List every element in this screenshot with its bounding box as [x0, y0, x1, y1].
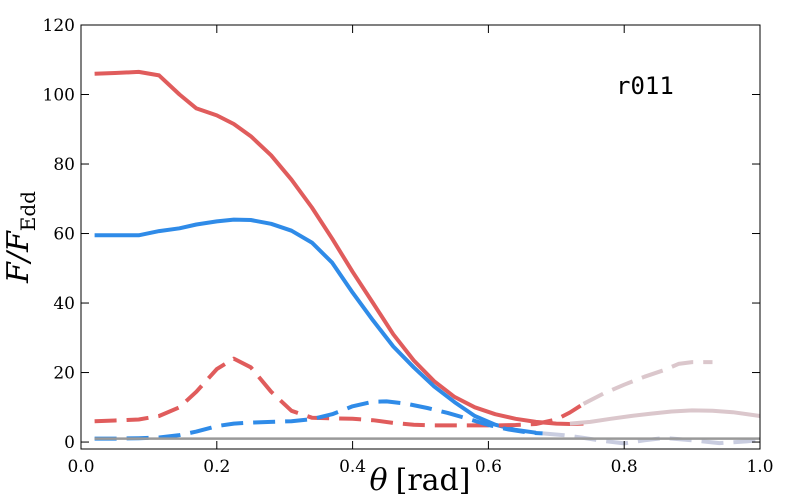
y-tick-label: 60 — [53, 225, 75, 245]
x-tick-label: 0.0 — [67, 457, 94, 477]
y-tick-label: 120 — [43, 16, 75, 36]
y-tick-label: 80 — [53, 155, 75, 175]
series-layer — [94, 69, 761, 446]
x-axis-label: θ [rad] — [370, 463, 471, 498]
y-axis-label: F/FEdd — [1, 191, 40, 284]
series-line-blue-solid — [94, 217, 537, 435]
series-line-pale-solid — [569, 408, 761, 426]
y-tick-label: 20 — [53, 364, 75, 384]
y-tick-label: 0 — [64, 433, 75, 453]
series-line-pale-blue-dashed — [542, 431, 761, 446]
series-line-blue-dashed — [94, 399, 543, 441]
series-line-pale-dashed — [582, 360, 713, 406]
x-tick-label: 0.6 — [475, 457, 502, 477]
x-axis-symbol: θ — [370, 463, 388, 498]
y-axis-subscript: Edd — [16, 191, 40, 231]
y-tick-label: 40 — [53, 294, 75, 314]
series-line-red-solid — [94, 69, 584, 426]
x-tick-label: 0.2 — [203, 457, 230, 477]
series-line-red-dashed — [94, 356, 585, 428]
ticks-layer: 0.0 0.2 0.4 0.6 0.8 1.0 0 20 40 60 80 100 120 — [43, 16, 774, 477]
y-tick-label: 100 — [43, 86, 75, 106]
chart-annotation: r011 — [616, 72, 674, 100]
plot-frame — [80, 24, 761, 450]
x-tick-label: 1.0 — [746, 457, 773, 477]
x-tick-label: 0.8 — [611, 457, 638, 477]
y-axis-main: F/F — [1, 230, 36, 284]
x-tick-label: 0.4 — [339, 457, 366, 477]
x-axis-unit: [rad] — [396, 463, 471, 498]
